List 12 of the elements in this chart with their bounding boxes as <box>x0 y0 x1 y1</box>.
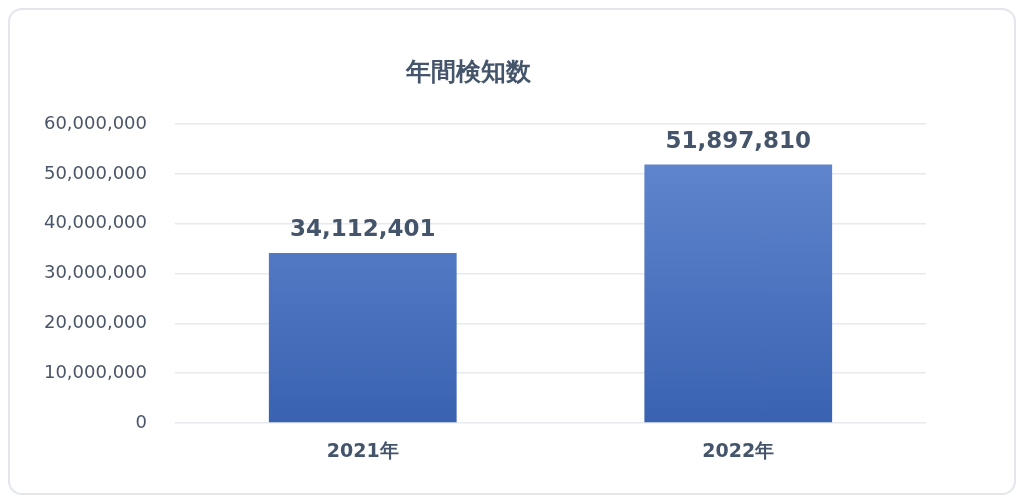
data-label: 51,897,810 <box>665 126 812 153</box>
y-tick-label: 0 <box>135 410 147 432</box>
y-tick-label: 50,000,000 <box>43 161 147 183</box>
x-tick-label: 2022年 <box>702 439 775 462</box>
x-tick-label: 2021年 <box>326 439 399 462</box>
data-label: 34,112,401 <box>289 215 436 242</box>
y-tick-label: 20,000,000 <box>43 311 147 333</box>
y-tick-label: 60,000,000 <box>43 111 147 133</box>
y-tick-label: 40,000,000 <box>43 211 147 233</box>
chart-title: 年間検知数 <box>404 56 532 86</box>
y-tick-label: 30,000,000 <box>43 261 147 283</box>
y-tick-label: 10,000,000 <box>43 360 147 382</box>
